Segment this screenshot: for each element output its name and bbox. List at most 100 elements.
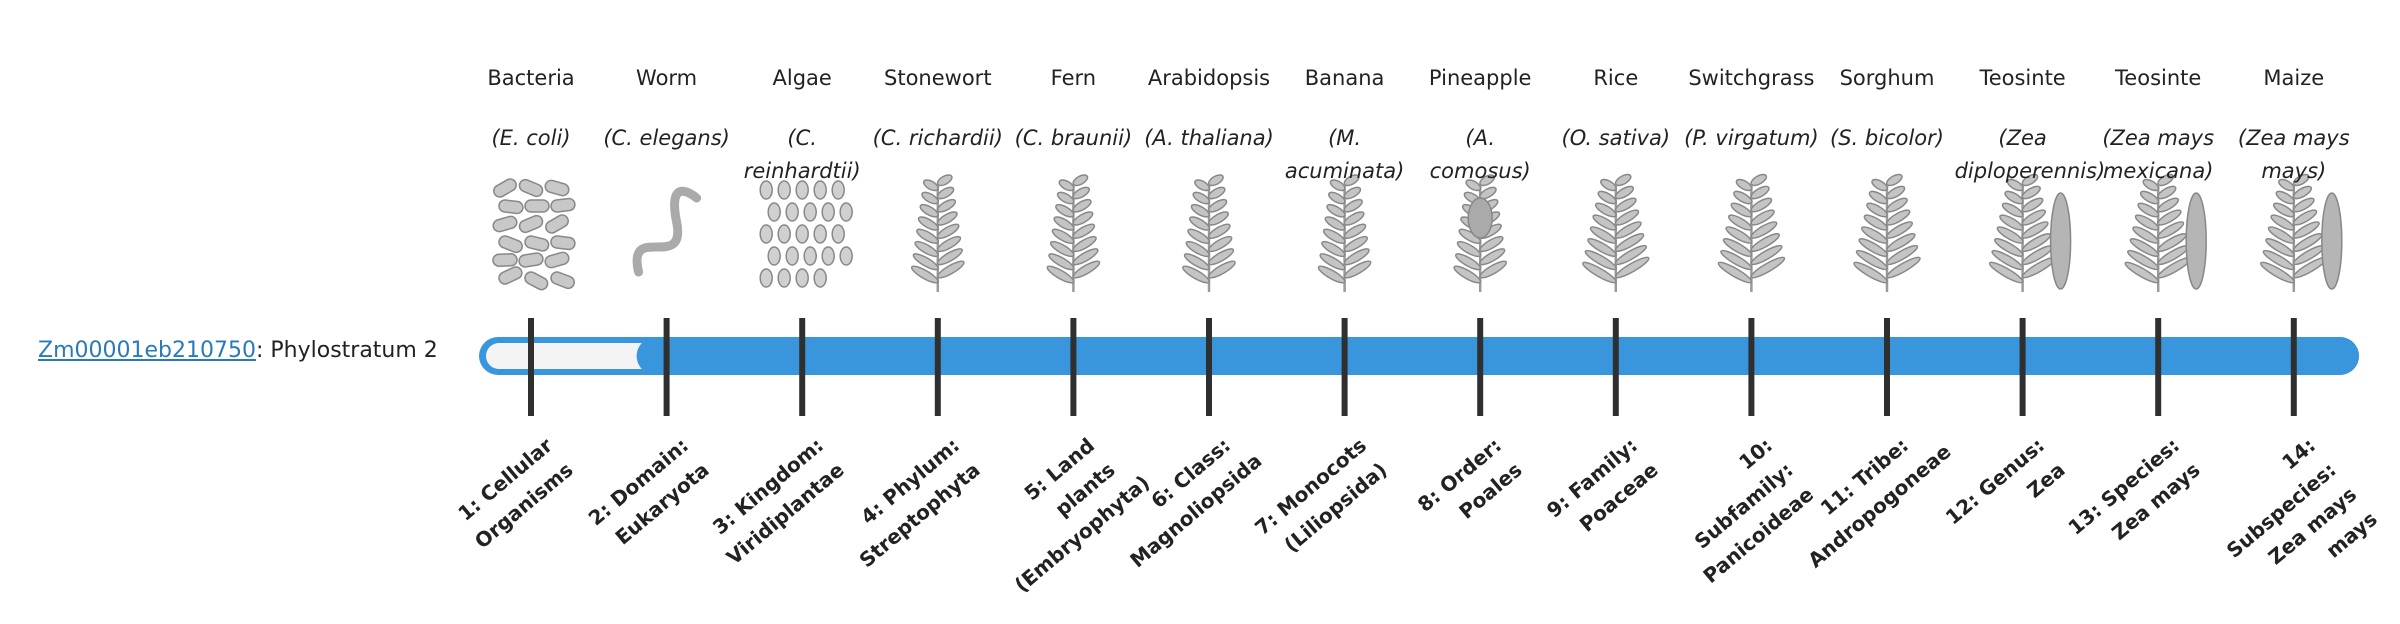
leaf	[1183, 253, 1210, 271]
leaf	[1614, 197, 1637, 213]
species-name: Maize	[2263, 66, 2325, 90]
leaf	[1594, 202, 1617, 218]
leaf	[1455, 253, 1482, 271]
leaf	[1343, 198, 1363, 213]
gene-link[interactable]: Zm00001eb210750	[38, 338, 256, 363]
leaf	[936, 186, 955, 200]
bacterium	[550, 197, 576, 213]
leaf	[914, 240, 939, 258]
track-active	[636, 337, 2359, 375]
leaf	[1733, 190, 1753, 205]
bacterium	[544, 179, 570, 197]
leaf	[1208, 248, 1235, 266]
leaf	[1614, 185, 1635, 200]
leaf	[1600, 178, 1617, 192]
leaf	[1720, 249, 1753, 271]
species-name: Bacteria	[487, 66, 575, 90]
leaf	[1192, 191, 1211, 205]
bacterium	[524, 235, 550, 252]
algae-cell	[777, 180, 791, 200]
leaf	[1750, 173, 1768, 187]
leaf	[1343, 248, 1370, 266]
leaf	[1725, 226, 1753, 244]
leaf	[1863, 214, 1888, 231]
leaf	[2275, 190, 2295, 205]
leaf	[1750, 233, 1781, 252]
worm	[632, 186, 702, 277]
leaf	[1456, 240, 1482, 258]
species-name: Switchgrass	[1688, 66, 1815, 90]
leaf	[2021, 221, 2049, 239]
leaf	[1053, 216, 1075, 231]
leaf	[2139, 190, 2160, 205]
leaf	[1321, 240, 1346, 258]
species-illustration	[1717, 173, 1786, 292]
leaf	[2157, 173, 2174, 187]
leaf	[1056, 191, 1075, 205]
bacterium	[498, 266, 523, 285]
leaf	[1750, 256, 1786, 279]
algae-cell	[813, 268, 827, 288]
algae-cell	[759, 268, 773, 288]
leaf	[1860, 226, 1888, 244]
algae-cell	[821, 202, 835, 222]
species-name: Fern	[1050, 66, 1097, 90]
bacterium	[498, 199, 524, 215]
algae-cell	[785, 246, 799, 266]
leaf	[936, 223, 960, 239]
leaf	[2292, 209, 2318, 226]
leaf	[1479, 248, 1506, 266]
leaf	[936, 174, 953, 187]
leaf	[1208, 260, 1236, 279]
species-name: Stonewort	[884, 66, 992, 90]
leaf	[919, 203, 939, 218]
algae-cell	[839, 246, 853, 266]
leaf	[2021, 209, 2047, 226]
leaf	[1194, 179, 1211, 192]
leaf	[1886, 209, 1911, 226]
species-illustration	[910, 174, 965, 292]
species-name: Arabidopsis	[1147, 66, 1271, 90]
algae-cell	[759, 224, 773, 244]
algae-cell	[777, 268, 791, 288]
leaf	[1597, 190, 1617, 205]
algae-cell	[803, 202, 817, 222]
leaf	[1587, 238, 1617, 257]
bacterium	[498, 235, 523, 254]
algae-cell	[785, 202, 799, 222]
leaf	[936, 211, 958, 226]
leaf	[2272, 202, 2295, 218]
leaf	[1343, 223, 1367, 239]
leaf	[1886, 256, 1921, 279]
species-latin: (C. reinhardtii)	[743, 126, 861, 183]
page: Zm00001eb210750: Phylostratum 2 (() => {…	[38, 66, 2382, 597]
leaf	[1855, 249, 1888, 271]
leaf	[1885, 173, 1903, 187]
algae-cell	[821, 246, 835, 266]
leaf	[1750, 244, 1783, 266]
leaf	[1453, 265, 1482, 284]
algae-cell	[795, 224, 809, 244]
leaf	[2157, 209, 2182, 226]
species-illustration	[632, 186, 702, 277]
leaf	[1072, 211, 1094, 226]
algae-cell	[831, 180, 845, 200]
leaf	[1614, 209, 1640, 226]
leaf	[1886, 244, 1919, 266]
algae-cell	[795, 268, 809, 288]
bacterium	[544, 251, 570, 269]
bacterium	[518, 214, 544, 234]
leaf	[1886, 185, 1906, 200]
leaf	[1187, 228, 1210, 244]
bacterium	[524, 271, 549, 291]
bacterium	[545, 214, 569, 234]
algae-cell	[813, 180, 827, 200]
leaf	[2157, 197, 2180, 213]
algae-cell	[777, 224, 791, 244]
leaf	[1046, 265, 1075, 284]
leaf	[936, 198, 957, 213]
leaf	[936, 260, 965, 279]
species-name: Teosinte	[1979, 66, 2066, 90]
leaf	[1182, 265, 1210, 284]
species-latin: (A. comosus)	[1429, 126, 1531, 183]
